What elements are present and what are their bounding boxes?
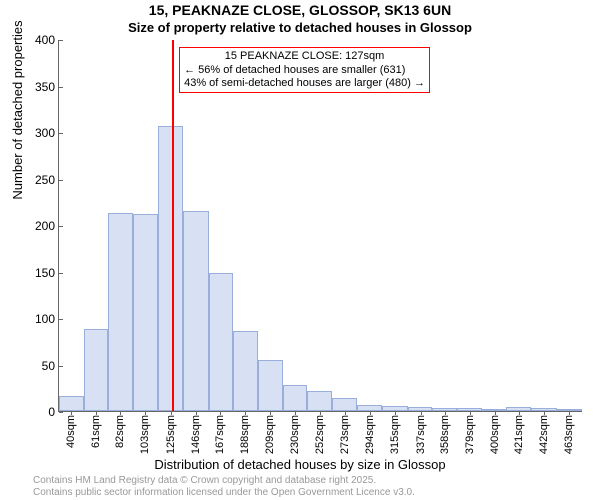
y-tick: 0 [25, 405, 59, 419]
x-tick: 167sqm [214, 415, 226, 454]
x-tick: 315sqm [389, 415, 401, 454]
histogram-bar [357, 405, 382, 411]
marker-line [172, 40, 174, 411]
chart-title: 15, PEAKNAZE CLOSE, GLOSSOP, SK13 6UN [0, 2, 600, 18]
histogram-bar [557, 409, 582, 411]
x-tick: 421sqm [513, 415, 525, 454]
y-tick: 100 [25, 312, 59, 326]
y-tick: 200 [25, 219, 59, 233]
histogram-bar [133, 214, 158, 411]
attribution-line2: Contains public sector information licen… [33, 487, 415, 499]
x-tick: 40sqm [65, 415, 77, 448]
attribution-text: Contains HM Land Registry data © Crown c… [33, 475, 415, 498]
histogram-bar [108, 213, 133, 411]
y-tick: 300 [25, 126, 59, 140]
y-tick: 50 [25, 359, 59, 373]
x-axis-label: Distribution of detached houses by size … [0, 457, 600, 472]
histogram-bar [84, 329, 109, 411]
histogram-bar [506, 407, 531, 411]
histogram-bar [332, 398, 357, 411]
annot-line: 15 PEAKNAZE CLOSE: 127sqm [184, 50, 425, 63]
x-tick: 273sqm [339, 415, 351, 454]
x-tick: 442sqm [538, 415, 550, 454]
x-tick: 188sqm [239, 415, 251, 454]
y-tick: 250 [25, 173, 59, 187]
histogram-bar [158, 126, 183, 411]
y-tick: 150 [25, 266, 59, 280]
chart-container: { "title": "15, PEAKNAZE CLOSE, GLOSSOP,… [0, 0, 600, 500]
histogram-bar [209, 273, 234, 411]
x-tick: 230sqm [289, 415, 301, 454]
histogram-bar [183, 211, 209, 411]
x-tick: 400sqm [489, 415, 501, 454]
x-tick: 146sqm [190, 415, 202, 454]
annot-line: ← 56% of detached houses are smaller (63… [184, 64, 425, 77]
histogram-bar [482, 409, 507, 411]
histogram-bar [457, 408, 482, 411]
x-tick: 61sqm [90, 415, 102, 448]
x-tick: 337sqm [415, 415, 427, 454]
histogram-bar [258, 360, 283, 411]
histogram-bar [382, 406, 408, 411]
histogram-bar [233, 331, 258, 411]
annot-line: 43% of semi-detached houses are larger (… [184, 77, 425, 90]
histogram-bar [283, 385, 308, 411]
histogram-bar [432, 408, 457, 411]
x-tick: 358sqm [439, 415, 451, 454]
attribution-line1: Contains HM Land Registry data © Crown c… [33, 475, 415, 487]
x-tick: 252sqm [314, 415, 326, 454]
annotation-box: 15 PEAKNAZE CLOSE: 127sqm← 56% of detach… [179, 47, 430, 93]
y-tick: 400 [25, 33, 59, 47]
x-tick: 379sqm [464, 415, 476, 454]
x-tick: 463sqm [563, 415, 575, 454]
x-tick: 294sqm [364, 415, 376, 454]
chart-subtitle: Size of property relative to detached ho… [0, 20, 600, 35]
plot-area: 05010015020025030035040040sqm61sqm82sqm1… [58, 40, 582, 412]
x-tick: 125sqm [165, 415, 177, 454]
y-tick: 350 [25, 80, 59, 94]
histogram-bar [59, 396, 84, 411]
histogram-bar [531, 408, 557, 411]
x-tick: 82sqm [114, 415, 126, 448]
histogram-bar [307, 391, 332, 411]
x-tick: 103sqm [139, 415, 151, 454]
x-tick: 209sqm [264, 415, 276, 454]
histogram-bar [408, 407, 433, 411]
